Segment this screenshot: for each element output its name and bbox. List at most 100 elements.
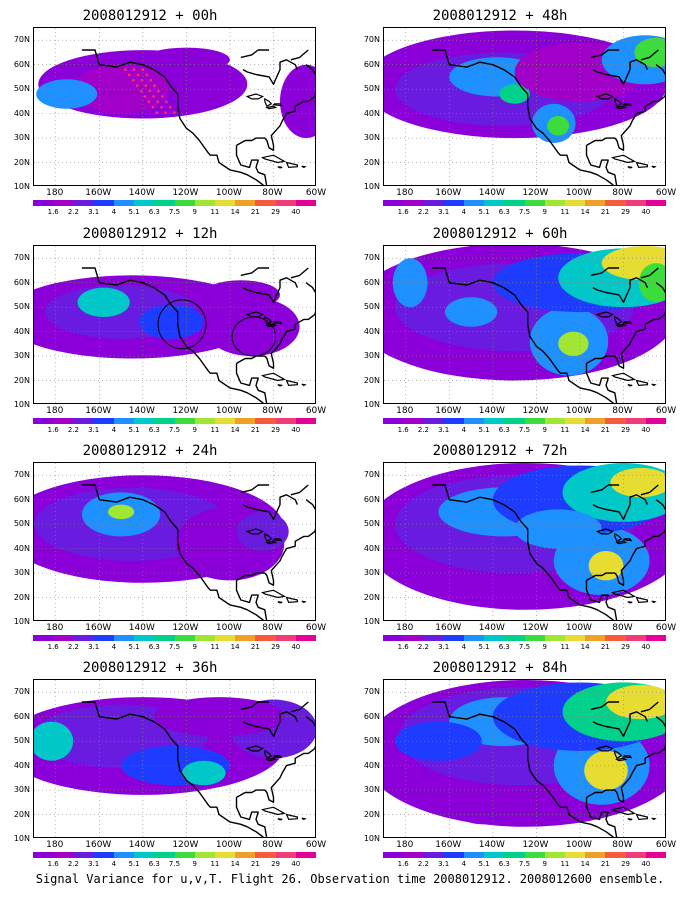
lat-tick-label: 50N — [13, 84, 30, 94]
colorbar-swatch — [463, 635, 485, 641]
variance-contour — [558, 331, 589, 356]
colorbar-swatch — [154, 852, 175, 858]
map-svg — [384, 246, 665, 403]
colorbar-label: 5.1 — [478, 643, 490, 651]
coastline — [290, 267, 309, 279]
lon-tick-label: 160W — [435, 840, 462, 850]
variance-contour — [638, 263, 665, 303]
lon-tick-label: 100W — [565, 188, 592, 198]
coastline — [277, 818, 283, 821]
coastline — [260, 589, 287, 599]
variance-contour — [499, 84, 530, 104]
colorbar-label: 5.1 — [128, 860, 140, 868]
lon-tick-label: 60W — [305, 406, 327, 416]
colorbar-swatch — [174, 635, 195, 641]
lat-tick-label: 30N — [363, 133, 380, 143]
colorbar-swatch — [174, 852, 195, 858]
lon-tick-label: 120W — [522, 623, 549, 633]
lat-tick-label: 40N — [363, 108, 380, 118]
colorbar-swatch — [564, 418, 586, 424]
colorbar-swatch — [194, 200, 215, 206]
colorbar-swatch — [423, 635, 444, 641]
coastline — [592, 494, 649, 520]
lat-tick-label: 60N — [363, 277, 380, 287]
lat-tick-label: 70N — [13, 470, 30, 480]
lon-tick-label: 80W — [262, 188, 283, 198]
colorbar-swatch — [73, 852, 94, 858]
colorbar-swatch — [544, 635, 565, 641]
coastline — [590, 701, 620, 711]
colorbar-swatch — [443, 635, 464, 641]
colorbar-swatch — [194, 852, 215, 858]
colorbar-label: 7.5 — [518, 208, 531, 216]
lat-tick-label: 20N — [363, 375, 380, 385]
colorbar-swatch — [214, 200, 236, 206]
colorbar-label: 4 — [111, 643, 117, 651]
colorbar-label: 5.1 — [128, 643, 140, 651]
coastline — [285, 813, 298, 821]
coastline — [285, 379, 298, 387]
map-panel: 2008012912 + 60h 70N 60N 50N 40N 30N 20N 10N 180… — [350, 226, 676, 438]
lat-tick-label: 20N — [13, 592, 30, 602]
lon-tick-label: 140W — [478, 840, 505, 850]
coastline — [240, 701, 270, 711]
lon-tick-label: 140W — [478, 623, 505, 633]
lon-tick-label: 180 — [46, 406, 64, 416]
colorbar-swatch — [113, 200, 135, 206]
lat-tick-label: 40N — [13, 108, 30, 118]
lat-tick-label: 40N — [13, 326, 30, 336]
coastline — [585, 145, 618, 185]
lat-tick-label: 30N — [363, 568, 380, 578]
observation-point — [168, 105, 172, 109]
variance-contour — [73, 64, 169, 114]
observation-point — [153, 84, 156, 88]
observation-point — [164, 111, 167, 114]
colorbar-label: 11 — [560, 643, 570, 651]
coastline — [586, 282, 665, 370]
lat-tick-label: 50N — [363, 519, 380, 529]
lon-tick-label: 120W — [172, 623, 199, 633]
colorbar-swatch — [403, 418, 424, 424]
colorbar — [33, 200, 317, 206]
colorbar-swatch — [174, 418, 195, 424]
coastline — [610, 806, 637, 816]
lat-tick-label: 70N — [13, 687, 30, 697]
colorbar-swatch — [134, 852, 155, 858]
colorbar-swatch — [484, 852, 505, 858]
observation-point — [160, 105, 163, 109]
lon-tick-label: 100W — [215, 623, 242, 633]
observation-point — [172, 111, 176, 114]
colorbar-swatch — [295, 200, 317, 206]
colorbar-label: 1.6 — [47, 426, 59, 434]
colorbar-swatch — [625, 200, 646, 206]
colorbar-label: 21 — [250, 860, 260, 868]
coastline — [586, 64, 665, 152]
coastline — [301, 600, 307, 604]
coastline — [235, 363, 268, 403]
colorbar-label: 2.2 — [417, 426, 429, 434]
coastline — [236, 282, 315, 370]
observation-point — [136, 73, 140, 77]
colorbar-swatch — [383, 852, 404, 858]
colorbar-label: 9 — [542, 643, 547, 651]
colorbar — [383, 635, 667, 641]
colorbar-label: 11 — [210, 426, 220, 434]
lat-tick-label: 20N — [363, 592, 380, 602]
coastline — [242, 59, 299, 85]
lon-tick-label: 140W — [478, 188, 505, 198]
lon-tick-label: 80W — [262, 406, 283, 416]
lon-tick-label: 100W — [215, 188, 242, 198]
lon-tick-label: 140W — [128, 406, 155, 416]
coastline — [431, 701, 614, 837]
colorbar-swatch — [134, 200, 155, 206]
colorbar-swatch — [383, 200, 404, 206]
coastline — [285, 596, 298, 604]
observation-point — [152, 95, 156, 98]
lon-tick-label: 60W — [655, 840, 677, 850]
coastline — [81, 484, 264, 620]
lon-tick-label: 180 — [46, 188, 64, 198]
coastline — [610, 154, 637, 164]
colorbar-label: 9 — [542, 208, 547, 216]
colorbar-label: 29 — [621, 643, 631, 651]
lat-tick-label: 30N — [363, 785, 380, 795]
